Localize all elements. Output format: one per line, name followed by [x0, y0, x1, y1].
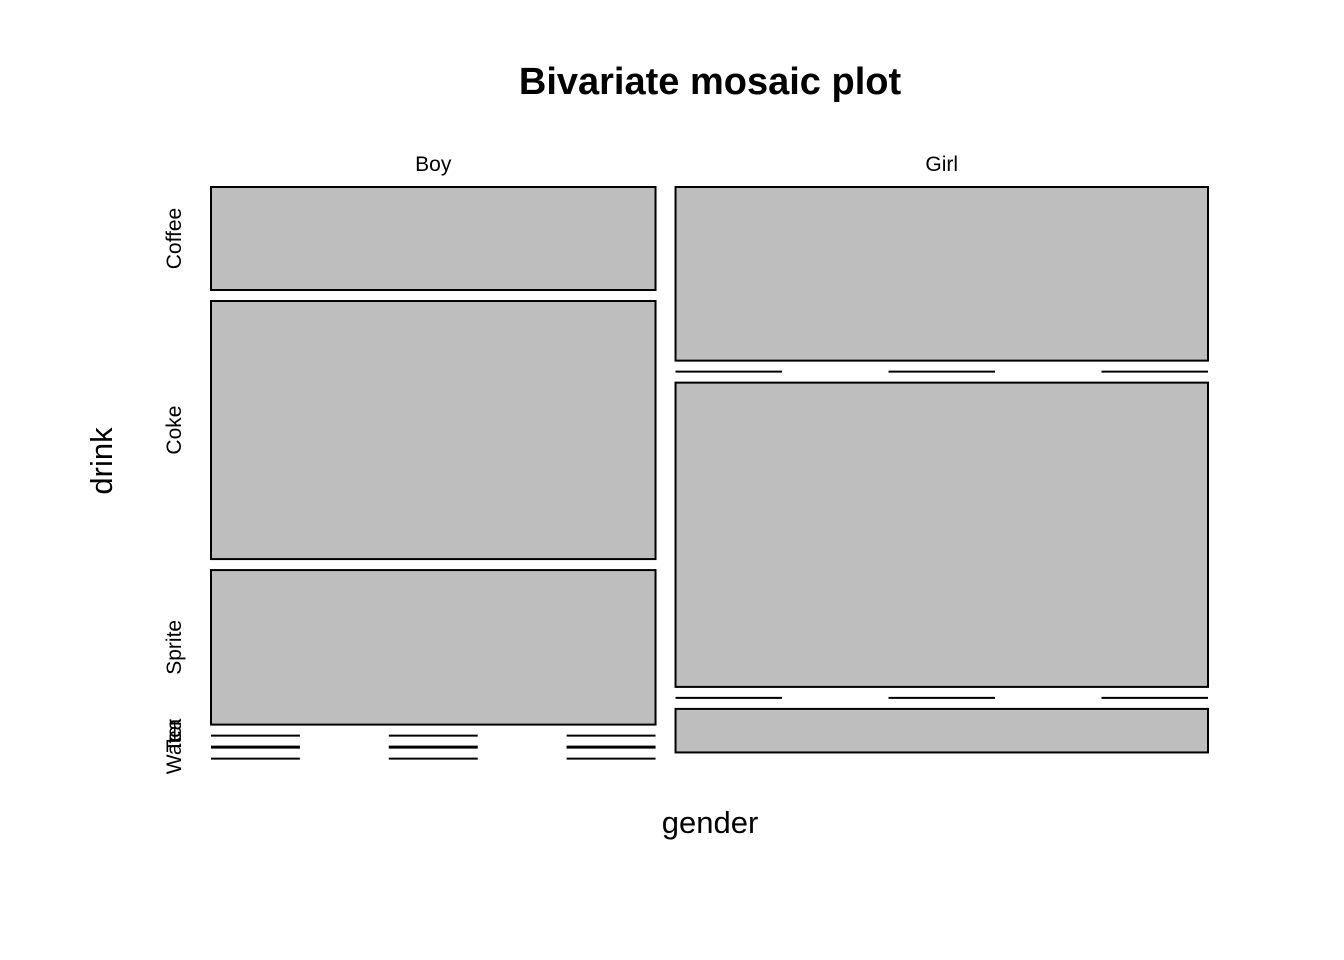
- x-tick-label-girl: Girl: [925, 153, 958, 176]
- y-axis-label: drink: [84, 427, 119, 495]
- tile-girl-water: [674, 707, 1209, 754]
- tile-boy-sprite: [210, 569, 657, 726]
- y-tick-label-sprite: Sprite: [163, 620, 186, 675]
- mosaic-tiles: [210, 186, 1209, 760]
- y-tick-label-coffee: Coffee: [163, 208, 186, 270]
- y-tick-labels: Coffee Coke Sprite Tea Water: [163, 208, 186, 774]
- x-axis-label: gender: [662, 805, 759, 840]
- x-tick-labels: Boy Girl: [415, 153, 958, 176]
- chart-title: Bivariate mosaic plot: [519, 61, 902, 103]
- tile-boy-coffee: [210, 186, 657, 292]
- tile-boy-coke: [210, 300, 657, 561]
- y-tick-label-tea: Tea: [163, 718, 186, 752]
- x-tick-label-boy: Boy: [415, 153, 452, 176]
- y-tick-label-coke: Coke: [163, 406, 186, 455]
- tile-girl-sprite: [674, 381, 1209, 688]
- tile-girl-coffee: [674, 186, 1209, 362]
- y-tick-label-water: Water: [163, 719, 186, 774]
